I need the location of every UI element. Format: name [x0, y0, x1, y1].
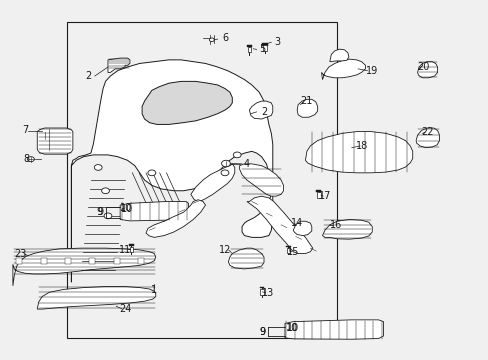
Bar	[89, 258, 95, 264]
Circle shape	[221, 170, 228, 176]
Text: 13: 13	[261, 288, 273, 298]
Bar	[138, 258, 144, 264]
Text: 9: 9	[259, 327, 265, 337]
Text: 19: 19	[366, 66, 378, 76]
Circle shape	[233, 152, 241, 158]
Polygon shape	[13, 248, 156, 286]
Text: 4: 4	[244, 159, 249, 169]
Bar	[114, 258, 120, 264]
Bar	[317, 192, 321, 198]
Text: 10: 10	[120, 203, 132, 213]
Circle shape	[148, 170, 156, 176]
Bar	[285, 246, 290, 247]
Polygon shape	[37, 128, 73, 154]
Polygon shape	[305, 132, 412, 173]
Circle shape	[94, 165, 102, 170]
Text: 9: 9	[96, 207, 102, 217]
Text: 9: 9	[97, 207, 103, 217]
Polygon shape	[322, 220, 371, 239]
Bar	[316, 190, 321, 192]
Polygon shape	[37, 287, 156, 309]
Bar	[286, 248, 290, 253]
Text: 5: 5	[259, 44, 265, 54]
Text: 3: 3	[274, 37, 280, 46]
Polygon shape	[142, 81, 232, 125]
Bar	[66, 22, 336, 338]
Text: 10: 10	[121, 204, 133, 214]
Text: 15: 15	[286, 247, 299, 257]
Bar	[247, 47, 251, 52]
Text: 22: 22	[420, 127, 433, 136]
Text: 18: 18	[356, 141, 368, 151]
Polygon shape	[293, 221, 311, 235]
Text: 23: 23	[14, 248, 26, 258]
Text: 12: 12	[218, 245, 231, 255]
Circle shape	[102, 188, 109, 194]
Bar	[41, 258, 46, 264]
Text: 14: 14	[290, 218, 303, 228]
Polygon shape	[297, 99, 317, 117]
Circle shape	[209, 38, 214, 41]
Text: 10: 10	[285, 324, 297, 333]
Circle shape	[27, 157, 34, 162]
Text: 21: 21	[299, 96, 311, 106]
Circle shape	[104, 213, 112, 219]
Text: 24: 24	[119, 304, 131, 314]
Text: 17: 17	[318, 191, 330, 201]
Text: 8: 8	[23, 154, 29, 164]
Bar	[65, 258, 71, 264]
Bar	[130, 247, 133, 252]
Bar	[129, 244, 134, 246]
Polygon shape	[146, 200, 205, 237]
Polygon shape	[71, 60, 272, 282]
Circle shape	[221, 160, 230, 167]
Polygon shape	[239, 164, 283, 196]
Polygon shape	[285, 320, 383, 339]
Text: 6: 6	[222, 33, 227, 43]
Text: 7: 7	[22, 125, 28, 135]
Text: 16: 16	[329, 220, 342, 230]
Polygon shape	[249, 101, 272, 119]
Text: 2: 2	[85, 71, 91, 81]
Bar	[246, 45, 251, 46]
Polygon shape	[321, 59, 365, 80]
Bar	[262, 43, 267, 45]
Text: 10: 10	[286, 324, 299, 333]
Polygon shape	[120, 202, 188, 221]
Polygon shape	[108, 58, 130, 72]
Text: 1: 1	[151, 285, 157, 295]
Polygon shape	[190, 164, 234, 202]
Text: 2: 2	[260, 107, 266, 117]
Text: 9: 9	[259, 327, 265, 337]
Bar	[259, 287, 264, 288]
Bar	[263, 45, 266, 51]
Polygon shape	[228, 248, 264, 269]
Polygon shape	[415, 128, 439, 148]
Bar	[260, 289, 264, 295]
Polygon shape	[329, 49, 348, 62]
Bar	[16, 258, 22, 264]
Polygon shape	[417, 62, 437, 78]
Text: 20: 20	[416, 62, 428, 72]
Text: 11: 11	[119, 245, 131, 255]
Polygon shape	[246, 196, 312, 253]
